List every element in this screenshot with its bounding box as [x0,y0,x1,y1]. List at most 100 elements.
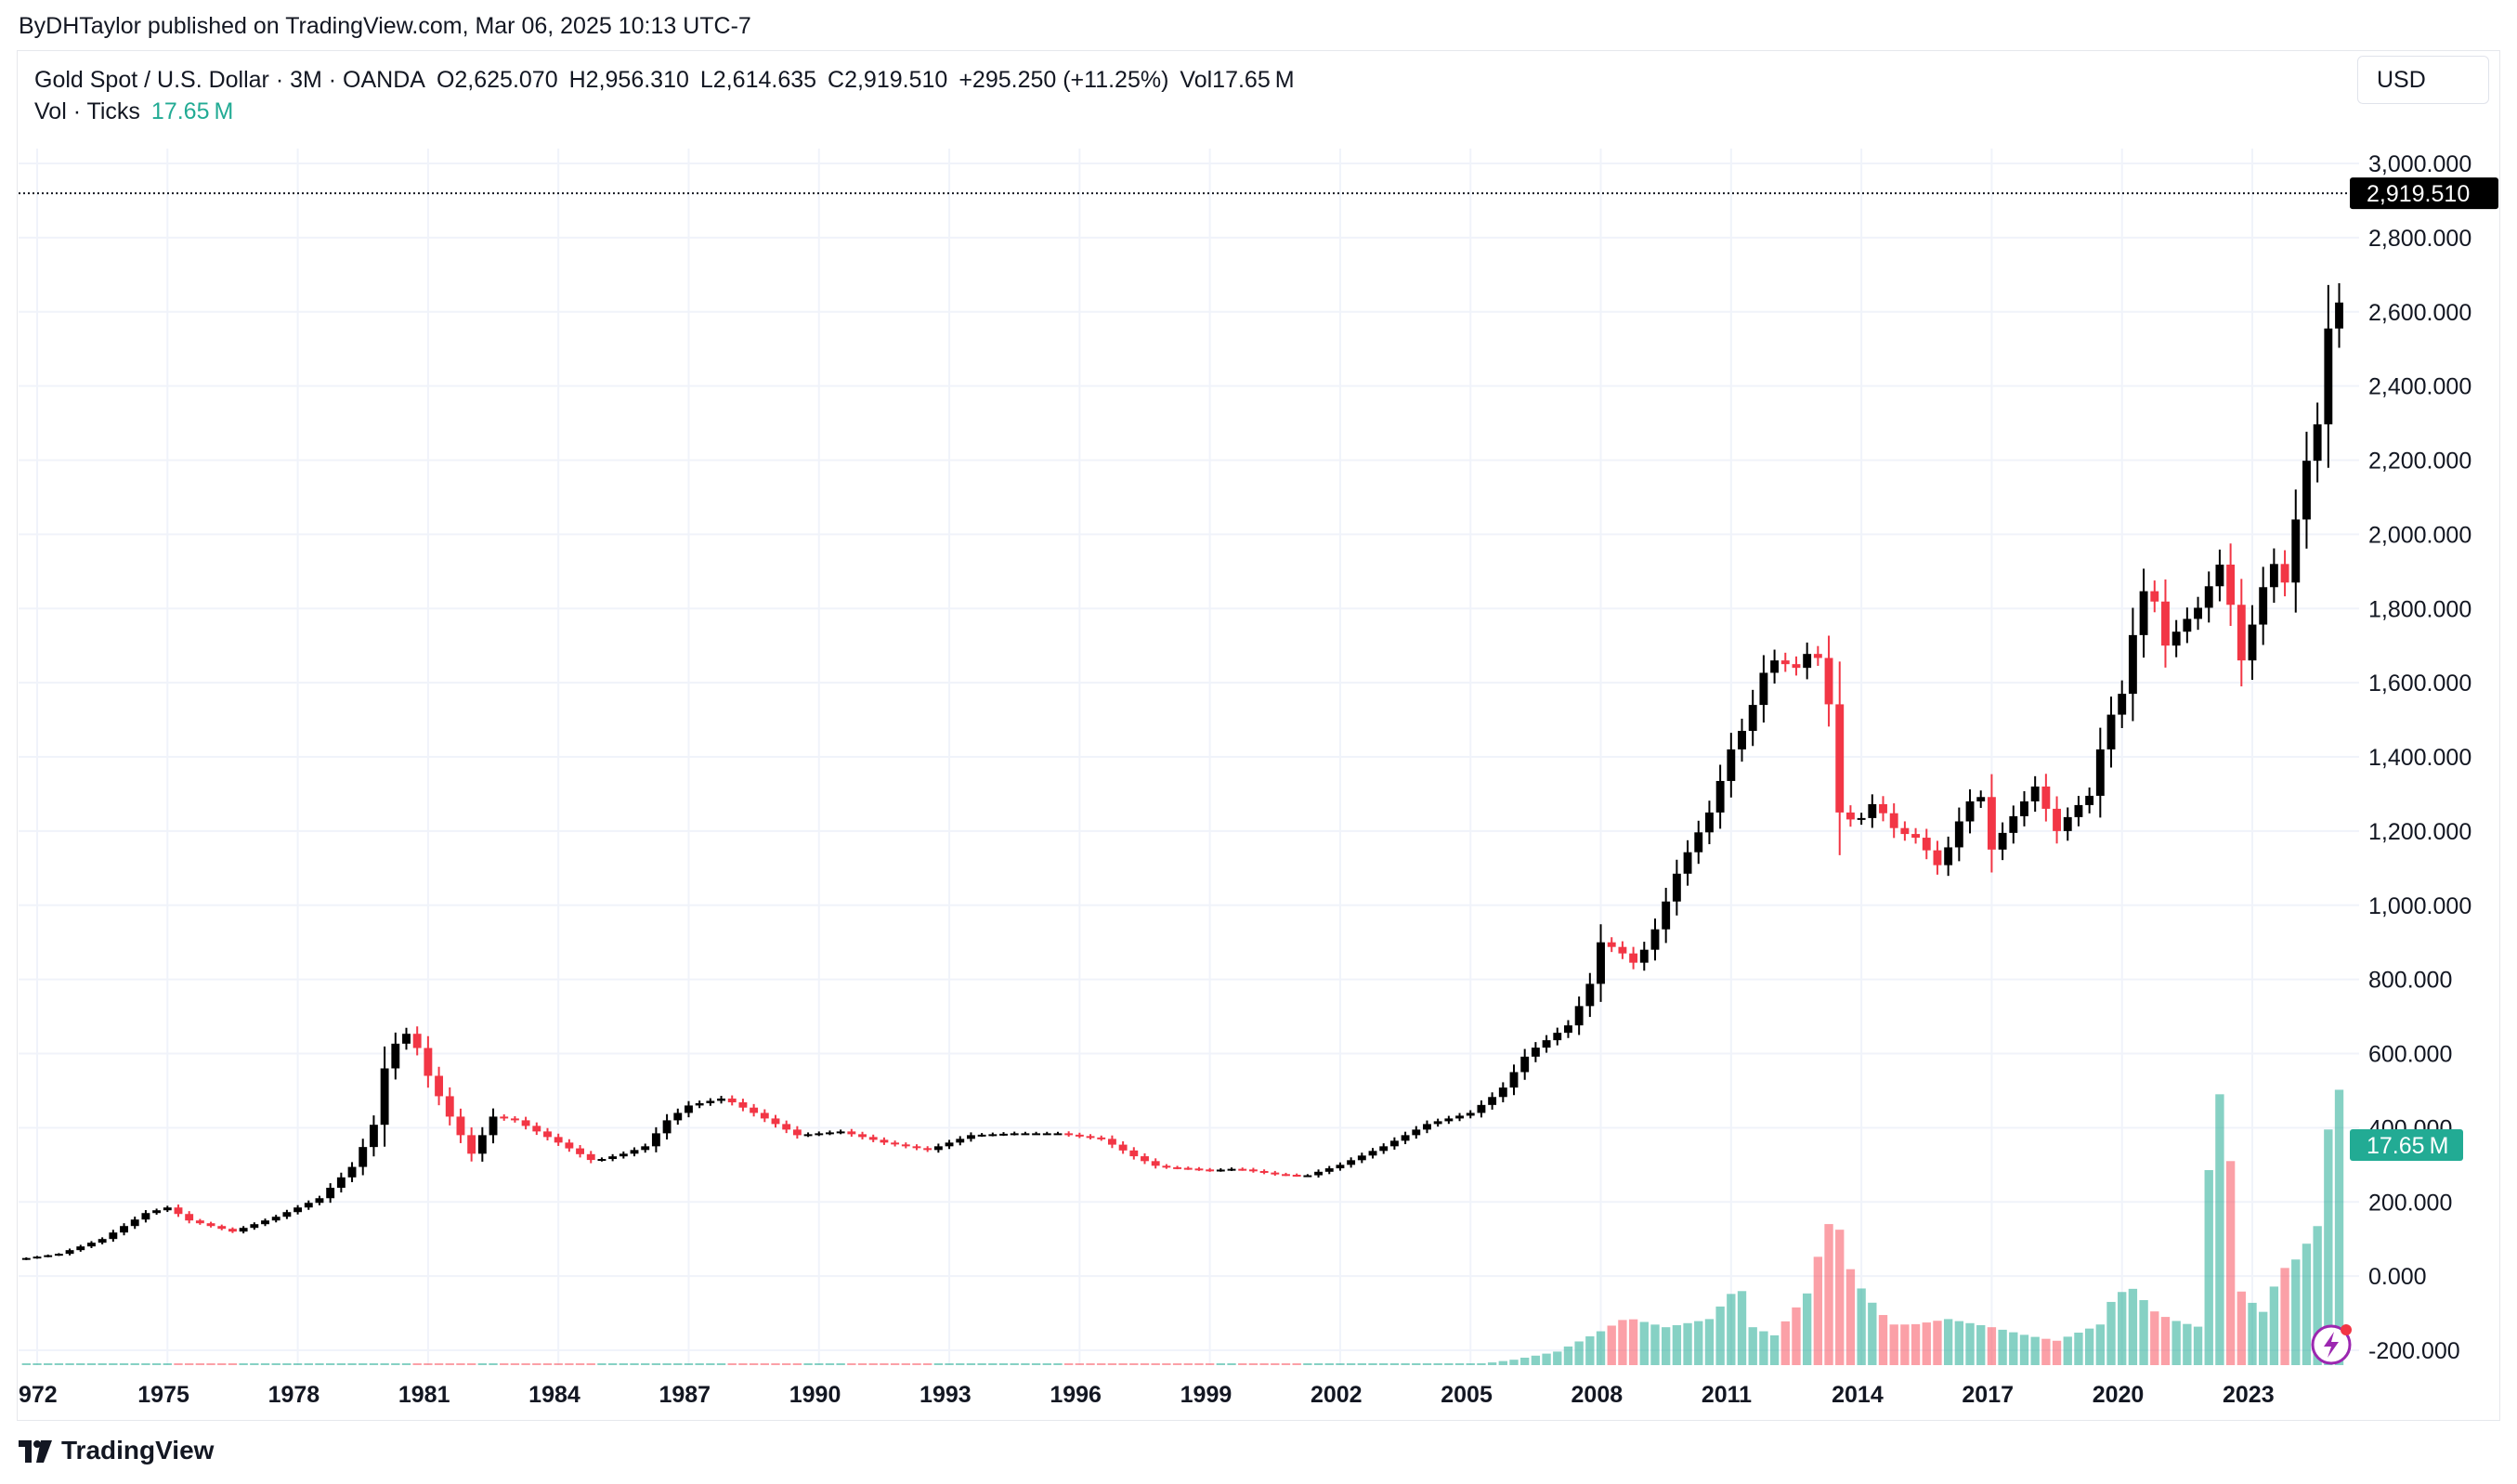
volume-bar [1281,1363,1291,1365]
candle-body [2237,605,2246,661]
volume-bar [1129,1363,1139,1365]
volume-bar [250,1363,259,1365]
x-tick-label: 2020 [2093,1382,2145,1408]
volume-bar [260,1363,270,1365]
x-tick-label: 2014 [1832,1382,1884,1408]
volume-bar [1715,1306,1725,1365]
candle-body [2171,631,2181,646]
candle-body [217,1226,227,1230]
candle-body [717,1098,725,1101]
candle-body [1206,1169,1215,1172]
candle-body [2313,423,2322,462]
candle-body [1194,1168,1204,1171]
tradingview-logo-icon [19,1439,52,1463]
y-tick-label: 1,600.000 [2368,670,2471,696]
symbol-title[interactable]: Gold Spot / U.S. Dollar · 3M · OANDA [34,67,425,93]
volume-bar [2074,1333,2083,1365]
volume-bar [1835,1230,1845,1365]
candle-body [2139,591,2148,635]
volume-legend-row[interactable]: Vol · Ticks 17.65 M [34,96,1295,127]
volume-bar [586,1363,595,1365]
candle-body [293,1207,303,1213]
candle-body [65,1250,74,1255]
volume-bar [1520,1357,1530,1365]
candle-body [44,1255,53,1257]
volume-bar [738,1363,748,1365]
candle-body [261,1220,269,1225]
notification-dot [2341,1324,2352,1335]
candle-body [54,1254,63,1256]
volume-bar [1216,1363,1226,1365]
candle-body [1466,1113,1475,1116]
volume-bar [923,1363,932,1365]
volume-bar [1487,1362,1497,1365]
volume-bar [1694,1321,1703,1365]
volume-bar [933,1363,944,1365]
volume-bar [521,1363,530,1365]
volume-bar [1324,1363,1334,1365]
candle-body [87,1243,96,1247]
candle-body [685,1105,693,1113]
legend-high: H2,956.310 [568,67,689,93]
candle-body [1477,1104,1486,1113]
volume-bar [151,1363,162,1365]
volume-bar [141,1363,150,1365]
volume-bar [325,1363,335,1365]
volume-bar [271,1363,280,1365]
volume-bar [1205,1363,1215,1365]
volume-bar [1759,1331,1768,1365]
candle-body [1227,1168,1236,1171]
volume-bar [1976,1324,1986,1365]
x-tick-label: 1999 [1180,1382,1232,1408]
candle-body [380,1068,389,1126]
candle-body [868,1137,878,1140]
volume-bar [1618,1320,1627,1365]
volume-bar [945,1363,954,1365]
volume-bar [1943,1319,1953,1365]
currency-button[interactable]: USD [2357,56,2489,104]
candle-body [1075,1134,1084,1137]
volume-bar [1683,1322,1692,1365]
volume-bar [412,1363,422,1365]
price-legend-row[interactable]: Gold Spot / U.S. Dollar · 3M · OANDA O2,… [34,64,1295,96]
candle-body [1911,834,1921,839]
candle-body [1173,1166,1182,1169]
candle-body [532,1126,541,1132]
chart-pane[interactable] [17,50,2500,1421]
candle-body [1238,1168,1247,1171]
volume-indicator-label[interactable]: Vol · Ticks [34,98,140,124]
volume-bar [359,1363,368,1365]
candle-body [1379,1146,1389,1152]
candle-body [2248,624,2257,661]
candle-body [1683,852,1692,874]
tradingview-brand[interactable]: TradingView [19,1436,214,1465]
volume-bar [641,1363,650,1365]
candle-body [1748,705,1757,732]
x-tick-label: 1993 [919,1382,972,1408]
candle-body [1672,873,1681,902]
candle-body [1574,1006,1584,1026]
volume-bar [1075,1363,1085,1365]
volume-bar [847,1363,856,1365]
volume-bar [1238,1363,1247,1365]
candle-body [1053,1133,1063,1136]
candle-body [1845,812,1855,820]
volume-bar [1650,1324,1660,1365]
candle-body [467,1135,476,1154]
candle-body [1531,1048,1540,1057]
candle-body [228,1229,237,1232]
candle-body [2074,804,2083,817]
volume-bar [1477,1363,1486,1365]
lightning-badge-icon[interactable] [2311,1324,2352,1365]
volume-bar [2237,1291,2246,1365]
volume-bar [510,1363,520,1365]
candle-body [76,1246,85,1251]
candle-body [1553,1033,1562,1041]
volume-bar [1183,1363,1193,1365]
volume-bar [554,1363,563,1365]
volume-bar [2139,1300,2148,1365]
candle-body [1324,1168,1334,1172]
volume-bar [1900,1324,1910,1365]
volume-bar [21,1363,31,1365]
